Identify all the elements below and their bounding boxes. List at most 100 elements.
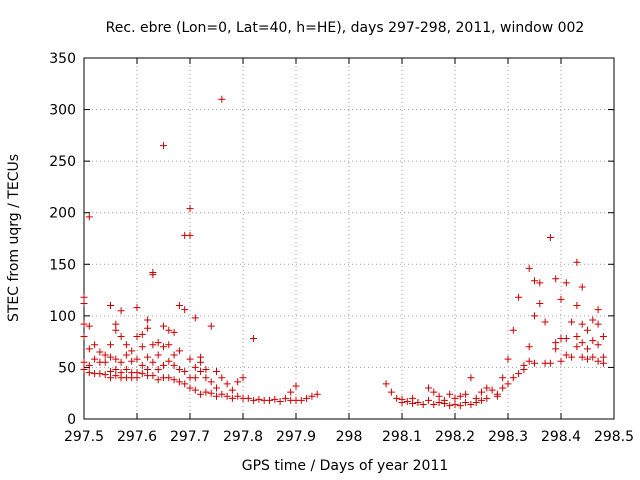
data-point — [255, 395, 263, 403]
data-point — [462, 390, 470, 398]
data-point — [207, 322, 215, 330]
x-axis-label: GPS time / Days of year 2011 — [242, 458, 449, 474]
data-points — [80, 95, 607, 410]
data-point — [472, 398, 480, 406]
data-point — [234, 378, 242, 386]
x-tick-label: 298.2 — [435, 429, 475, 445]
data-point — [80, 320, 88, 328]
y-tick-label: 0 — [67, 412, 76, 428]
data-point — [186, 205, 194, 213]
data-point — [430, 388, 438, 396]
data-point — [525, 343, 533, 351]
x-tick-label: 297.7 — [170, 429, 210, 445]
data-point — [425, 384, 432, 392]
data-point — [175, 347, 183, 355]
data-point — [186, 384, 194, 392]
data-point — [271, 395, 279, 403]
data-point — [96, 348, 104, 356]
data-point — [128, 347, 136, 355]
data-point — [451, 401, 459, 409]
data-point — [409, 394, 417, 402]
data-point — [117, 358, 125, 366]
data-point — [112, 320, 120, 328]
data-point — [186, 231, 194, 239]
data-point — [562, 335, 570, 343]
data-point — [387, 388, 395, 396]
data-point — [144, 353, 152, 361]
data-point — [536, 299, 544, 307]
data-point — [85, 322, 93, 330]
data-point — [446, 390, 454, 398]
data-point — [101, 351, 109, 359]
data-point — [228, 386, 236, 394]
data-point — [456, 392, 464, 400]
data-point — [573, 302, 581, 310]
x-tick-label: 298.3 — [488, 429, 528, 445]
data-point — [202, 365, 210, 373]
data-point — [128, 357, 136, 365]
data-point — [197, 390, 205, 398]
data-point — [573, 343, 581, 351]
data-point — [239, 374, 247, 382]
data-point — [154, 339, 162, 347]
data-point — [213, 384, 220, 392]
data-point — [515, 293, 523, 301]
data-point — [154, 365, 162, 373]
data-point — [435, 398, 443, 406]
data-point — [525, 357, 533, 365]
data-point — [165, 341, 173, 349]
data-point — [165, 374, 173, 382]
data-point — [149, 341, 157, 349]
data-point — [149, 358, 157, 366]
data-point — [80, 299, 88, 307]
data-point — [393, 394, 401, 402]
data-point — [144, 324, 152, 332]
data-point — [578, 283, 586, 291]
data-point — [170, 361, 178, 369]
data-point — [250, 335, 258, 343]
data-point — [504, 355, 512, 363]
data-point — [531, 277, 538, 285]
data-point — [223, 380, 231, 388]
data-point — [175, 378, 183, 386]
data-point — [112, 326, 120, 334]
data-point — [281, 394, 289, 402]
data-point — [451, 394, 459, 402]
data-point — [101, 358, 109, 366]
data-point — [584, 345, 591, 353]
data-point — [499, 374, 507, 382]
data-point — [202, 388, 210, 396]
data-point — [107, 374, 114, 382]
data-point — [234, 392, 242, 400]
data-point — [154, 376, 162, 384]
data-point — [562, 351, 570, 359]
data-point — [467, 401, 475, 409]
data-point — [244, 394, 252, 402]
axis-tick-labels: 297.5 297.6 297.7 297.8 297.9 298 298.1 298.2 29… — [49, 51, 634, 445]
data-point — [154, 351, 162, 359]
data-point — [520, 365, 528, 373]
data-point — [504, 380, 512, 388]
data-point — [186, 355, 194, 363]
y-tick-label: 200 — [49, 206, 76, 222]
data-point — [117, 307, 125, 315]
data-point — [499, 384, 507, 392]
y-tick-label: 250 — [49, 154, 76, 170]
data-point — [170, 351, 178, 359]
data-point — [170, 376, 178, 384]
data-point — [213, 392, 220, 400]
data-point — [160, 361, 167, 369]
data-point — [573, 258, 581, 266]
data-point — [578, 353, 586, 361]
data-point — [165, 326, 173, 334]
data-point — [488, 386, 496, 394]
data-point — [80, 365, 88, 373]
data-point — [425, 396, 432, 404]
data-point — [536, 279, 544, 287]
data-point — [435, 392, 443, 400]
data-point — [107, 302, 114, 310]
data-point — [191, 386, 199, 394]
data-point — [303, 394, 311, 402]
y-axis-label: STEC from uqrg / TECUs — [6, 154, 22, 322]
